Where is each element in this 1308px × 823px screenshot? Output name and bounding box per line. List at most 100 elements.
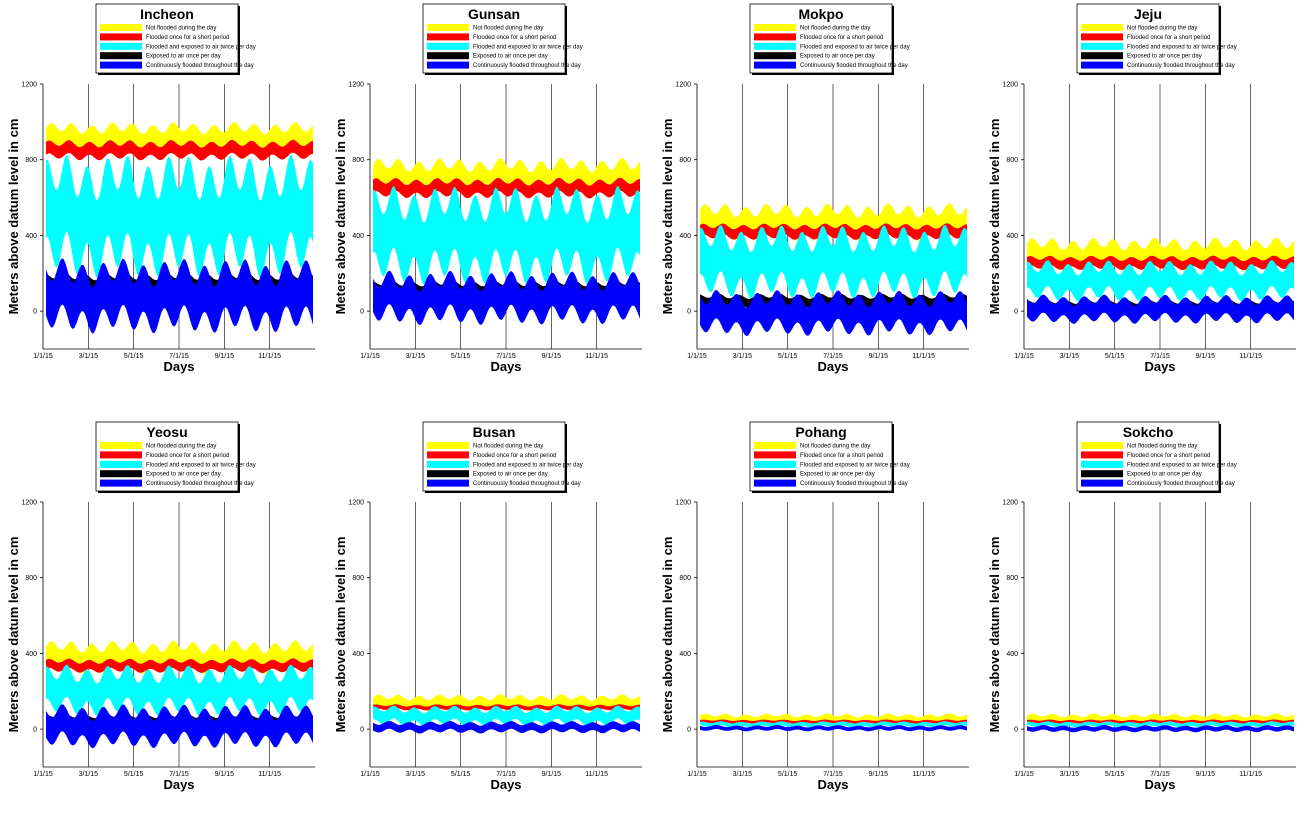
y-tick-label: 0 xyxy=(360,727,364,734)
chart-svg: Gunsan Not flooded during the day Flooded … xyxy=(333,3,642,374)
x-axis-title: Days xyxy=(817,777,848,792)
x-tick-label: 3/1/15 xyxy=(1060,353,1080,360)
legend-label: Not flooded during the day xyxy=(800,444,870,450)
legend-swatch xyxy=(1081,442,1123,449)
chart-panel-gunsan: Gunsan Not flooded during the day Flooded … xyxy=(327,0,654,405)
x-tick-label: 7/1/15 xyxy=(169,771,189,778)
x-tick-label: 11/1/15 xyxy=(258,353,281,360)
series-band-twice xyxy=(1027,260,1294,302)
y-tick-label: 1200 xyxy=(348,500,364,507)
legend-swatch xyxy=(1081,52,1123,60)
x-axis-title: Days xyxy=(490,359,521,374)
legend-swatch xyxy=(427,24,469,31)
y-tick-label: 400 xyxy=(1006,651,1018,658)
legend-swatch xyxy=(1081,61,1123,69)
y-tick-label: 400 xyxy=(25,651,37,658)
legend-swatch xyxy=(1081,33,1123,41)
y-tick-label: 800 xyxy=(352,157,364,164)
x-tick-label: 5/1/15 xyxy=(124,353,144,360)
legend-label: Flooded and exposed to air twice per day xyxy=(473,44,583,50)
x-tick-label: 7/1/15 xyxy=(169,353,189,360)
legend-swatch xyxy=(100,52,142,60)
y-axis-title: Meters above datum level in cm xyxy=(660,119,675,315)
legend-swatch xyxy=(427,451,469,459)
legend-swatch xyxy=(754,470,796,478)
legend-label: Continuously flooded throughout the day xyxy=(1127,63,1235,69)
series-band-continuous xyxy=(1027,294,1294,324)
y-tick-label: 0 xyxy=(360,309,364,316)
x-axis-title: Days xyxy=(163,777,194,792)
legend-swatch xyxy=(754,61,796,69)
legend-label: Flooded and exposed to air twice per day xyxy=(800,44,910,50)
legend-label: Flooded and exposed to air twice per day xyxy=(146,462,256,468)
x-tick-label: 9/1/15 xyxy=(542,353,562,360)
x-tick-label: 1/1/15 xyxy=(360,771,380,778)
chart-panel-sokcho: Sokcho Not flooded during the day Flooded … xyxy=(981,418,1308,823)
y-tick-label: 0 xyxy=(1014,309,1018,316)
x-tick-label: 5/1/15 xyxy=(451,771,471,778)
x-tick-label: 1/1/15 xyxy=(33,771,53,778)
legend-swatch xyxy=(754,442,796,449)
panel-title: Jeju xyxy=(1134,6,1162,22)
x-tick-label: 5/1/15 xyxy=(124,771,144,778)
chart-svg: Busan Not flooded during the day Flooded o… xyxy=(333,421,642,792)
series-band-twice xyxy=(373,705,640,727)
x-tick-label: 11/1/15 xyxy=(585,771,608,778)
chart-panel-busan: Busan Not flooded during the day Flooded o… xyxy=(327,418,654,823)
series-band-twice xyxy=(46,664,313,716)
series-band-twice xyxy=(700,225,967,299)
legend-label: Exposed to air once per day xyxy=(800,472,875,478)
chart-panel-yeosu: Yeosu Not flooded during the day Flooded o… xyxy=(0,418,327,823)
x-axis-title: Days xyxy=(490,777,521,792)
x-tick-label: 3/1/15 xyxy=(1060,771,1080,778)
y-tick-label: 800 xyxy=(679,157,691,164)
legend-swatch xyxy=(754,451,796,459)
series-band-flooded-once xyxy=(46,139,313,161)
y-tick-label: 1200 xyxy=(21,82,37,89)
series-band-twice xyxy=(46,155,313,278)
series-band-continuous xyxy=(46,704,313,749)
panel-title: Gunsan xyxy=(468,6,520,22)
chart-panel-mokpo: Mokpo Not flooded during the day Flooded o… xyxy=(654,0,981,405)
x-tick-label: 11/1/15 xyxy=(1239,353,1262,360)
legend-swatch xyxy=(1081,451,1123,459)
chart-svg: Mokpo Not flooded during the day Flooded o… xyxy=(660,3,969,374)
legend-label: Not flooded during the day xyxy=(146,26,216,32)
x-tick-label: 9/1/15 xyxy=(215,771,235,778)
y-axis-title: Meters above datum level in cm xyxy=(660,537,675,733)
y-tick-label: 800 xyxy=(25,575,37,582)
legend-swatch xyxy=(1081,479,1123,487)
panel-title: Incheon xyxy=(140,6,194,22)
series-band-continuous xyxy=(1027,725,1294,733)
legend-label: Exposed to air once per day xyxy=(473,54,548,60)
legend-swatch xyxy=(100,470,142,478)
legend-label: Flooded once for a short period xyxy=(800,35,883,41)
legend-label: Flooded once for a short period xyxy=(473,35,556,41)
x-axis-title: Days xyxy=(163,359,194,374)
x-tick-label: 1/1/15 xyxy=(687,771,707,778)
legend-label: Flooded once for a short period xyxy=(146,453,229,459)
x-tick-label: 1/1/15 xyxy=(1014,353,1034,360)
y-tick-label: 400 xyxy=(352,651,364,658)
x-tick-label: 9/1/15 xyxy=(869,771,889,778)
panel-title: Sokcho xyxy=(1123,424,1174,440)
x-tick-label: 7/1/15 xyxy=(823,353,843,360)
legend-label: Not flooded during the day xyxy=(1127,444,1197,450)
legend-label: Exposed to air once per day xyxy=(146,472,221,478)
y-tick-label: 800 xyxy=(1006,157,1018,164)
x-tick-label: 5/1/15 xyxy=(451,353,471,360)
legend-label: Flooded and exposed to air twice per day xyxy=(146,44,256,50)
chart-panel-pohang: Pohang Not flooded during the day Flooded … xyxy=(654,418,981,823)
legend-swatch xyxy=(1081,470,1123,478)
chart-svg: Jeju Not flooded during the day Flooded on… xyxy=(987,3,1296,374)
legend-label: Flooded and exposed to air twice per day xyxy=(473,462,583,468)
y-axis-title: Meters above datum level in cm xyxy=(6,119,21,315)
x-tick-label: 3/1/15 xyxy=(406,353,426,360)
legend-label: Continuously flooded throughout the day xyxy=(473,481,581,487)
series-band-twice xyxy=(1027,721,1294,728)
y-axis-title: Meters above datum level in cm xyxy=(6,537,21,733)
legend-swatch xyxy=(427,470,469,478)
legend-label: Continuously flooded throughout the day xyxy=(146,481,254,487)
chart-svg: Yeosu Not flooded during the day Flooded o… xyxy=(6,421,315,792)
x-tick-label: 11/1/15 xyxy=(585,353,608,360)
